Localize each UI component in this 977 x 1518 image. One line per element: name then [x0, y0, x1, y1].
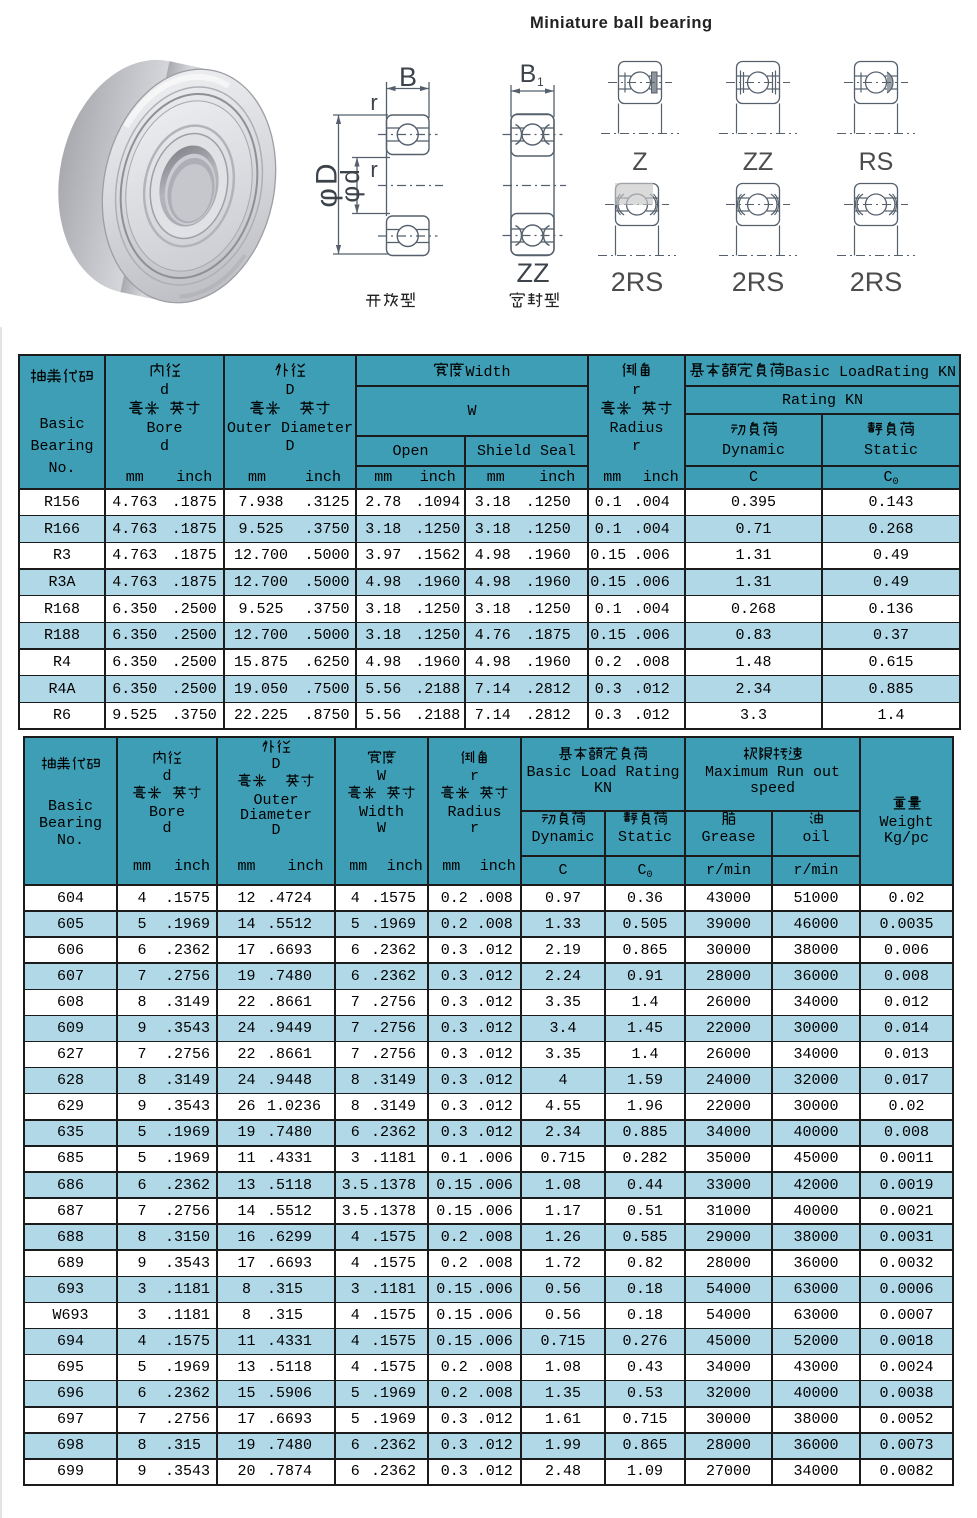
svg-text:φd: φd — [335, 167, 365, 202]
svg-text:RS: RS — [859, 148, 894, 176]
svg-text:2RS: 2RS — [732, 267, 785, 297]
svg-text:2RS: 2RS — [611, 267, 664, 297]
svg-text:B: B — [399, 62, 417, 92]
svg-text:Z: Z — [632, 148, 647, 176]
svg-text:r: r — [370, 90, 377, 115]
svg-text:1: 1 — [537, 75, 544, 89]
svg-text:r: r — [370, 157, 377, 182]
svg-text:ZZ: ZZ — [743, 148, 774, 176]
svg-text:B: B — [520, 60, 537, 88]
svg-text:ZZ: ZZ — [517, 258, 550, 288]
svg-text:2RS: 2RS — [850, 267, 903, 297]
svg-text:φD: φD — [311, 160, 344, 207]
